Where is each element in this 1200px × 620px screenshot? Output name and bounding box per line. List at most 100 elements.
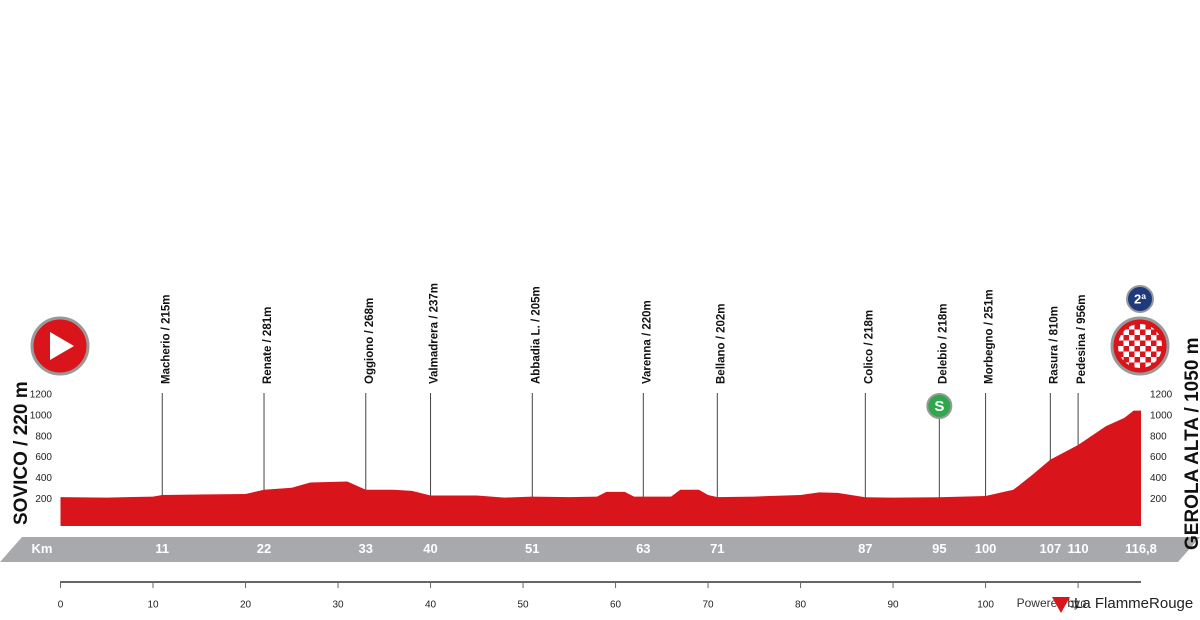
km-band-label: 87 — [858, 541, 872, 556]
x-tick-label: 50 — [517, 600, 529, 611]
checker — [1140, 324, 1146, 330]
waypoint-label: Varenna / 220m — [641, 300, 653, 384]
checker — [1134, 351, 1140, 357]
brand-logo — [1052, 597, 1070, 613]
waypoint-label: Valmadrera / 237m — [429, 283, 441, 384]
checker — [1151, 340, 1157, 346]
km-band-label: 40 — [423, 541, 437, 556]
checker — [1145, 351, 1151, 357]
km-band-label: 22 — [257, 541, 271, 556]
x-tick-label: 0 — [58, 600, 64, 611]
y-tick-label: 1200 — [30, 390, 53, 401]
km-band-label: 110 — [1068, 541, 1089, 556]
checker — [1129, 351, 1135, 357]
sprint-label: S — [934, 398, 944, 415]
y-tick-label: 800 — [35, 431, 52, 442]
finish-name: GEROLA ALTA / 1050 m — [1182, 337, 1200, 550]
waypoint-label: Morbegno / 251m — [984, 289, 996, 384]
checker — [1140, 357, 1146, 363]
brand: La FlammeRouge — [1074, 595, 1193, 612]
checker — [1145, 357, 1151, 363]
checker — [1156, 340, 1162, 346]
checker — [1123, 346, 1129, 352]
checker — [1140, 362, 1146, 368]
km-band-label: 11 — [155, 541, 169, 556]
y-tick-label-right: 1000 — [1150, 410, 1173, 421]
checker — [1156, 351, 1162, 357]
checker — [1118, 346, 1124, 352]
checker — [1140, 340, 1146, 346]
x-tick-label: 80 — [795, 600, 807, 611]
y-tick-label: 1000 — [30, 410, 53, 421]
checker — [1134, 324, 1140, 330]
checker — [1134, 340, 1140, 346]
checker — [1123, 329, 1129, 335]
checker — [1140, 329, 1146, 335]
category-label: 2ª — [1134, 291, 1146, 306]
waypoint-label: Renate / 281m — [262, 307, 274, 384]
checker — [1129, 340, 1135, 346]
x-tick-label: 110 — [1070, 600, 1086, 611]
checker — [1134, 335, 1140, 341]
x-tick-label: 20 — [240, 600, 252, 611]
waypoint-label: Rasura / 810m — [1048, 306, 1060, 384]
x-tick-label: 60 — [610, 600, 622, 611]
waypoint-label: Oggiono / 268m — [364, 298, 376, 384]
km-band-label: 71 — [710, 541, 724, 556]
waypoint-label: Abbadia L. / 205m — [530, 286, 542, 384]
finish-icon — [1110, 316, 1170, 376]
checker — [1145, 335, 1151, 341]
km-band-label: 100 — [975, 541, 997, 556]
checker — [1134, 362, 1140, 368]
start-arrow — [50, 332, 74, 360]
category-badge — [1126, 285, 1154, 313]
waypoint-label: Pedesina / 956m — [1076, 295, 1088, 385]
checker — [1134, 357, 1140, 363]
checker — [1134, 346, 1140, 352]
checker — [1118, 340, 1124, 346]
checker — [1123, 340, 1129, 346]
y-tick-label: 400 — [35, 473, 52, 484]
km-band-label: 51 — [525, 541, 539, 556]
checker — [1129, 357, 1135, 363]
checker — [1118, 351, 1124, 357]
y-tick-label: 200 — [35, 494, 52, 505]
checker — [1156, 335, 1162, 341]
y-tick-label-right: 600 — [1150, 452, 1167, 463]
x-tick-label: 70 — [702, 600, 714, 611]
checker — [1151, 335, 1157, 341]
checker — [1140, 335, 1146, 341]
checker — [1129, 329, 1135, 335]
checker — [1145, 340, 1151, 346]
checker — [1151, 346, 1157, 352]
checker — [1123, 357, 1129, 363]
checker — [1151, 329, 1157, 335]
waypoint-label: Bellano / 202m — [715, 303, 727, 384]
checker — [1123, 351, 1129, 357]
km-band-label: 33 — [359, 541, 373, 556]
km-band-label: 116,8 — [1125, 541, 1157, 556]
x-tick-label: 10 — [147, 600, 159, 611]
x-tick-label: 90 — [888, 600, 900, 611]
km-label: Km — [32, 541, 53, 556]
x-tick-label: 100 — [977, 600, 994, 611]
checker — [1140, 351, 1146, 357]
checker — [1145, 324, 1151, 330]
km-band-label: 107 — [1039, 541, 1061, 556]
checker — [1123, 335, 1129, 341]
waypoint-label: Delebio / 218m — [937, 303, 949, 384]
waypoint-label: Macherio / 215m — [160, 295, 172, 384]
checker — [1145, 329, 1151, 335]
y-tick-label-right: 1200 — [1150, 390, 1173, 401]
checker — [1134, 329, 1140, 335]
checker — [1118, 335, 1124, 341]
x-tick-label: 30 — [332, 600, 344, 611]
km-band-label: 63 — [636, 541, 650, 556]
checker — [1156, 346, 1162, 352]
x-tick-label: 40 — [425, 600, 437, 611]
checker — [1145, 362, 1151, 368]
checker — [1129, 335, 1135, 341]
km-band — [0, 537, 1200, 562]
checker — [1140, 346, 1146, 352]
